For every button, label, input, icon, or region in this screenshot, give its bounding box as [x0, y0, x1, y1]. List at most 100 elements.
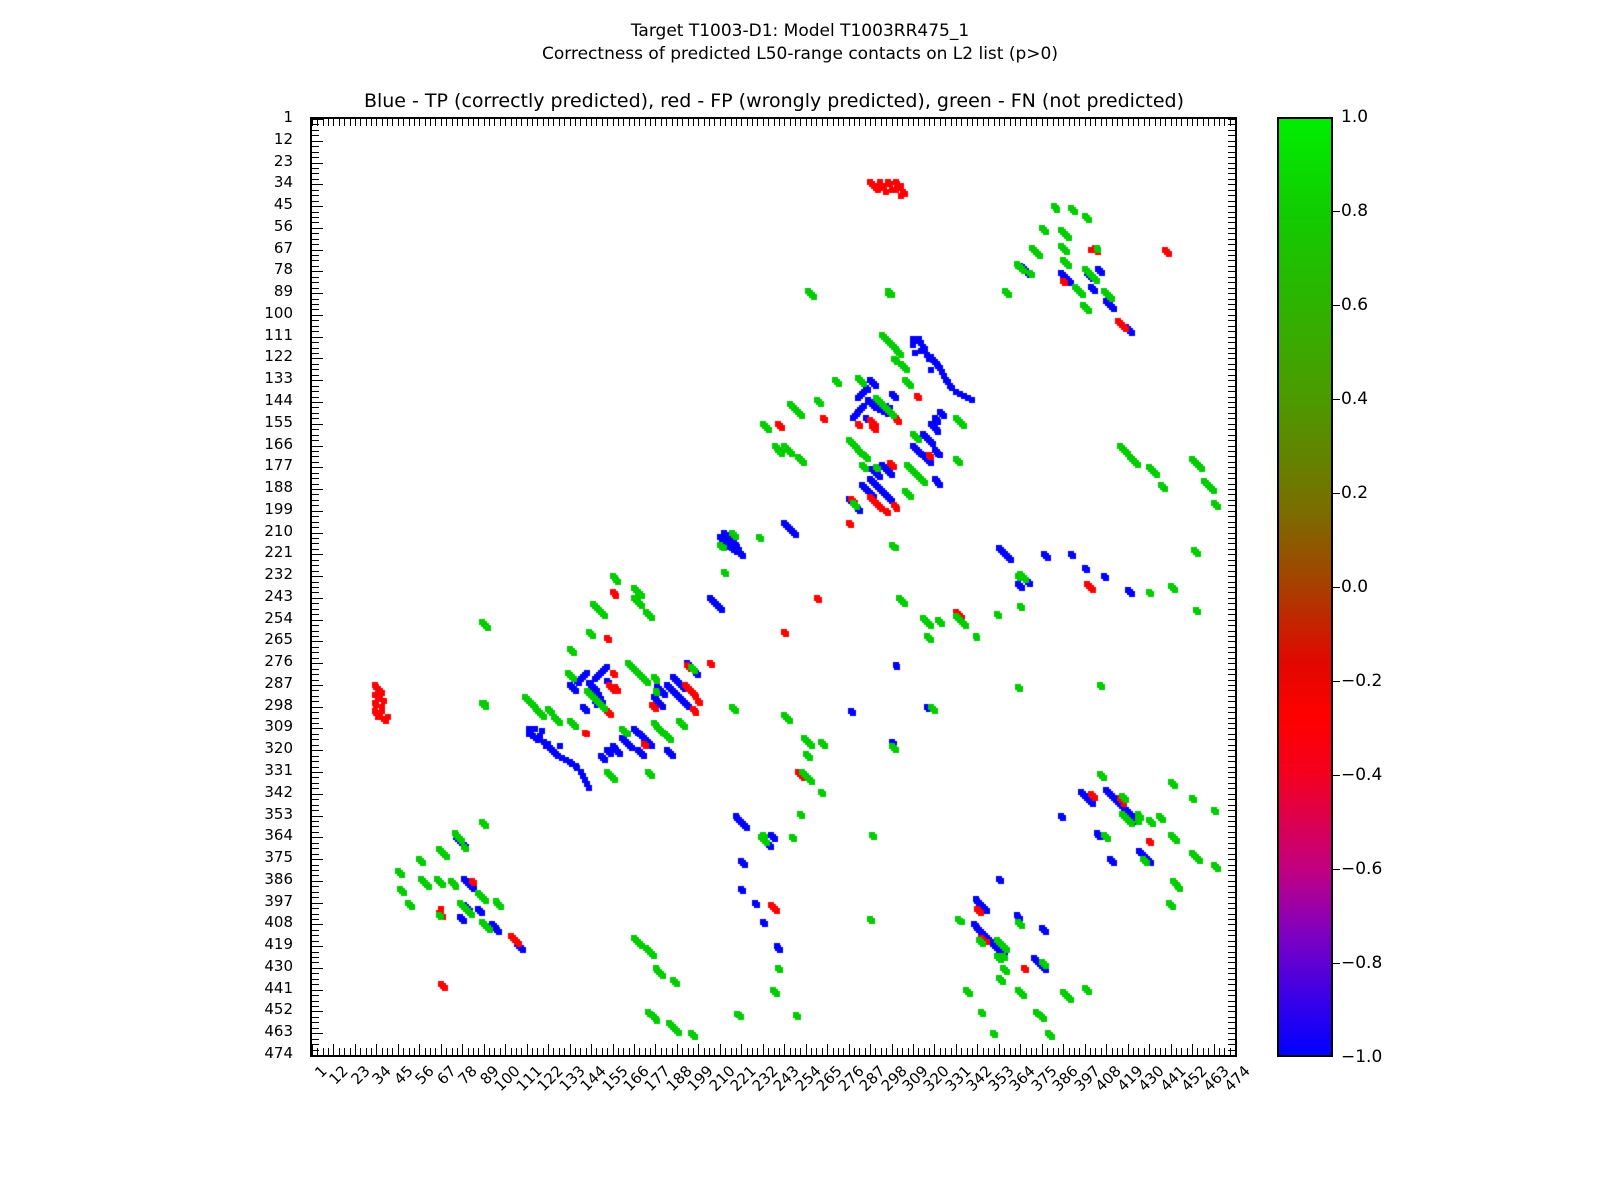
x-axis-labels: 1 12 23 34 45 56 67 78 89 100 111 122 133 144 155 166 17…	[310, 1062, 1253, 1182]
y-minor-tick-right	[1228, 1044, 1235, 1046]
y-minor-tick	[312, 124, 319, 126]
y-tick-label: 1	[283, 108, 293, 126]
y-tick-label: 166	[264, 434, 293, 453]
colorbar-tick	[1333, 775, 1340, 776]
y-minor-tick	[312, 429, 319, 431]
y-minor-tick	[312, 298, 319, 300]
x-minor-tick	[1197, 1048, 1199, 1055]
y-minor-tick-right	[1228, 363, 1235, 365]
y-minor-tick-right	[1228, 434, 1235, 436]
colorbar-tick-label: 0.0	[1341, 577, 1369, 597]
y-tick-label: 353	[264, 804, 293, 823]
y-minor-tick	[312, 744, 319, 746]
y-tick-label: 419	[264, 935, 293, 954]
x-minor-tick	[1036, 1048, 1038, 1055]
y-major-tick	[312, 576, 323, 578]
colorbar-tick	[1333, 211, 1340, 212]
y-minor-tick	[312, 646, 319, 648]
y-minor-tick	[312, 1049, 319, 1051]
x-minor-tick-top	[934, 119, 936, 126]
y-minor-tick	[312, 777, 319, 779]
y-minor-tick-right	[1228, 119, 1235, 120]
x-major-tick	[1170, 1044, 1172, 1055]
x-minor-tick	[424, 1048, 426, 1055]
x-minor-tick	[564, 1048, 566, 1055]
y-minor-tick	[312, 385, 319, 387]
x-minor-tick-top	[650, 119, 652, 126]
colorbar-tick	[1333, 963, 1340, 964]
y-minor-tick-right	[1228, 1022, 1235, 1024]
title-line-2: Correctness of predicted L50-range conta…	[542, 43, 1058, 64]
y-major-tick	[312, 1055, 323, 1056]
y-major-tick	[312, 663, 323, 665]
y-minor-tick-right	[1228, 510, 1235, 512]
x-minor-tick	[387, 1048, 389, 1055]
x-minor-tick-top	[1213, 119, 1215, 126]
y-minor-tick	[312, 608, 319, 610]
x-minor-tick	[1068, 1048, 1070, 1055]
x-major-tick	[354, 1044, 356, 1055]
x-minor-tick-top	[1159, 119, 1161, 126]
x-minor-tick	[768, 1048, 770, 1055]
legend-title: Blue - TP (correctly predicted), red - F…	[363, 90, 1185, 112]
y-minor-tick	[312, 195, 319, 197]
x-minor-tick-top	[993, 119, 995, 126]
x-minor-tick-top	[596, 119, 598, 126]
x-minor-tick-top	[633, 119, 635, 126]
x-minor-tick	[1074, 1048, 1075, 1055]
y-minor-tick-right	[1228, 810, 1235, 812]
x-minor-tick	[1181, 1048, 1183, 1055]
colorbar-tick-label: −0.4	[1341, 765, 1383, 785]
x-minor-tick-top	[494, 119, 496, 126]
y-tick-label: 276	[264, 652, 293, 671]
y-minor-tick-right	[1228, 793, 1235, 795]
y-minor-tick-right	[1228, 445, 1235, 447]
x-minor-tick-top	[1004, 119, 1006, 126]
x-minor-tick-top	[1218, 119, 1220, 126]
y-minor-tick	[312, 282, 319, 284]
y-major-tick	[312, 293, 323, 295]
x-minor-tick-top	[864, 119, 866, 126]
y-tick-label: 111	[264, 325, 293, 344]
x-minor-tick-top	[913, 119, 915, 126]
x-minor-tick-top	[972, 119, 974, 126]
y-minor-tick	[312, 472, 319, 474]
y-minor-tick-right	[1228, 347, 1235, 349]
x-minor-tick-top	[607, 119, 609, 126]
x-minor-tick	[435, 1048, 437, 1055]
y-minor-tick-right	[1228, 766, 1235, 768]
y-minor-tick-right	[1228, 461, 1235, 463]
y-minor-tick-right	[1228, 162, 1235, 164]
x-minor-tick-top	[1052, 119, 1054, 126]
x-minor-tick	[757, 1048, 759, 1055]
y-minor-tick	[312, 494, 319, 496]
y-minor-tick	[312, 1006, 319, 1008]
x-minor-tick-top	[966, 119, 968, 126]
y-minor-tick	[312, 739, 319, 741]
y-minor-tick-right	[1228, 641, 1235, 643]
x-minor-tick	[746, 1048, 748, 1055]
y-minor-tick-right	[1228, 1055, 1235, 1056]
x-minor-tick	[580, 1048, 582, 1055]
y-minor-tick-right	[1228, 559, 1235, 561]
y-minor-tick	[312, 690, 319, 692]
x-minor-tick-top	[1197, 119, 1199, 126]
y-minor-tick-right	[1228, 304, 1235, 306]
y-minor-tick-right	[1228, 195, 1235, 197]
y-minor-tick-right	[1228, 761, 1235, 763]
y-minor-tick-right	[1228, 189, 1235, 191]
x-minor-tick-top	[601, 119, 603, 126]
y-major-tick	[312, 1011, 323, 1013]
x-minor-tick	[693, 1048, 694, 1055]
x-minor-tick	[1025, 1048, 1027, 1055]
y-tick-label: 254	[264, 608, 293, 627]
x-major-tick	[762, 1044, 764, 1055]
y-minor-tick-right	[1228, 527, 1235, 529]
y-minor-tick-right	[1228, 276, 1235, 278]
x-minor-tick-top	[322, 119, 324, 126]
x-minor-tick	[338, 1048, 340, 1055]
y-tick-label: 331	[264, 761, 293, 780]
x-minor-tick	[1095, 1048, 1097, 1055]
x-minor-tick-top	[682, 119, 684, 126]
x-minor-tick-top	[1181, 119, 1183, 126]
